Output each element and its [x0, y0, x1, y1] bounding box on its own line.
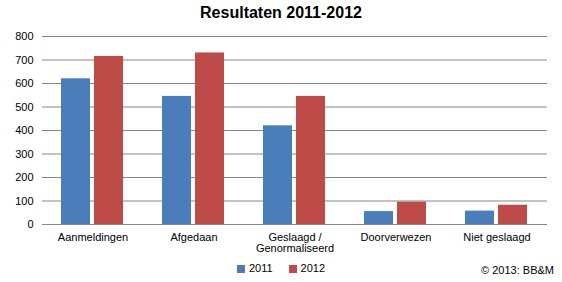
svg-text:200: 200	[15, 171, 33, 183]
svg-text:800: 800	[15, 30, 33, 42]
svg-text:600: 600	[15, 77, 33, 89]
svg-text:Geslaagd /Genormaliseerd: Geslaagd /Genormaliseerd	[256, 231, 334, 254]
html-text:Resultaten 2011-2012: Resultaten 2011-2012	[200, 4, 362, 21]
svg-text:500: 500	[15, 101, 33, 113]
html-text:2012: 2012	[300, 262, 326, 274]
svg-text:Niet geslaagd: Niet geslaagd	[463, 231, 530, 243]
svg-text:Aanmeldingen: Aanmeldingen	[58, 231, 128, 243]
svg-text:700: 700	[15, 54, 33, 66]
html-text:2011: 2011	[248, 262, 273, 274]
svg-text:0: 0	[27, 218, 33, 230]
svg-text:300: 300	[15, 148, 33, 160]
svg-text:100: 100	[15, 195, 33, 207]
svg-text:400: 400	[15, 124, 33, 136]
svg-text:Doorverwezen: Doorverwezen	[361, 231, 432, 243]
html-text:© 2013: BB&M: © 2013: BB&M	[481, 264, 554, 276]
svg-text:Afgedaan: Afgedaan	[170, 231, 217, 243]
